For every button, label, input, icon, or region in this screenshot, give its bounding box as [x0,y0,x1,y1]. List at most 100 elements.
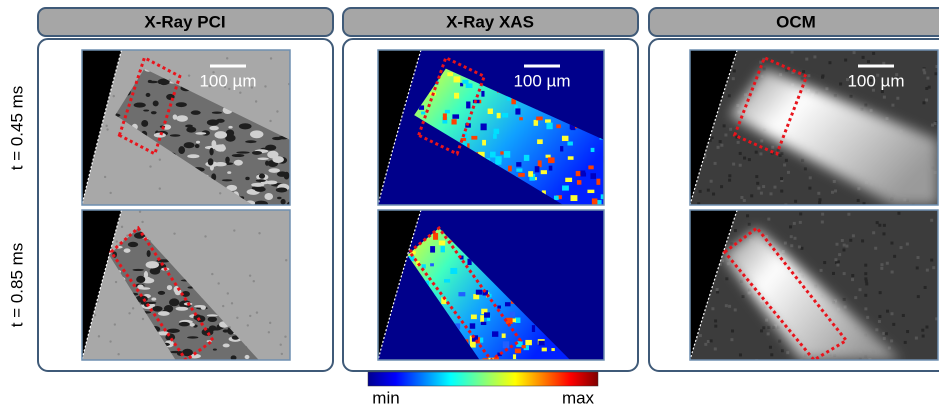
noise [917,295,920,298]
noise [825,87,828,90]
noise [870,109,873,112]
noise [704,343,707,346]
noise [771,146,774,149]
noise [852,234,855,237]
texture-blob [447,72,453,76]
noise [851,274,854,277]
figure: X-Ray PCI X-Ray XAS OCM t = 0.45 ms t = … [0,0,939,410]
noise [879,291,882,294]
noise [716,288,719,291]
noise [922,101,925,104]
texture-blob [532,325,535,332]
scale-bar-label: 100 µm [847,71,904,90]
noise [728,305,731,308]
texture-blob [124,248,131,252]
noise [832,272,835,275]
texture-blob [570,195,577,201]
texture-blob [150,268,161,275]
noise [924,286,927,289]
noise [105,125,107,127]
noise [807,74,810,77]
texture-blob [214,162,226,166]
noise [818,201,821,204]
noise [728,174,731,177]
image [690,210,939,363]
texture-blob [518,173,525,177]
noise [900,246,903,249]
texture-blob [516,168,522,171]
texture-blob [170,134,181,137]
texture-blob [481,124,487,131]
texture-blob [546,155,551,158]
noise [834,94,837,97]
noise [926,269,929,272]
texture-blob [232,154,245,157]
texture-blob [195,144,200,148]
texture-blob [266,180,277,184]
noise [880,263,883,266]
texture-blob [494,129,500,134]
noise [239,91,241,93]
noise [859,288,862,291]
noise [699,190,702,193]
noise [886,310,889,313]
noise [922,335,925,338]
texture-blob [480,315,484,322]
noise [707,189,710,192]
texture-blob [452,114,459,118]
texture-blob [536,117,542,121]
texture-blob [587,190,594,193]
noise [813,55,816,58]
texture-blob [482,140,486,146]
texture-blob [148,81,158,84]
noise [141,221,143,223]
noise [204,235,206,237]
texture-blob [176,307,189,311]
texture-blob [245,177,249,180]
noise [828,61,831,64]
noise [864,272,867,275]
texture-blob [541,170,547,174]
colorbar-min: min [372,388,399,407]
noise [759,152,762,155]
texture-blob [535,166,540,172]
texture-blob [257,157,268,160]
noise [728,94,731,97]
noise [844,59,847,62]
panel-title: X-Ray XAS [446,12,534,31]
texture-blob [513,354,516,359]
noise [773,186,776,189]
noise [755,175,758,178]
noise [106,128,108,130]
noise [885,332,888,335]
image [77,47,293,208]
noise [226,57,228,59]
texture-blob [519,117,523,120]
texture-blob [537,139,543,144]
texture-blob [441,246,445,252]
noise [109,340,111,342]
noise [765,319,768,322]
noise [867,60,870,63]
noise [94,314,96,316]
texture-blob [490,152,496,158]
noise [737,141,740,144]
noise [113,95,115,97]
image [378,210,608,367]
noise [732,77,735,80]
texture-blob [502,113,508,118]
texture-blob [473,294,479,299]
texture-blob [525,340,532,345]
texture-blob [462,80,468,84]
texture-blob [272,137,282,140]
noise [930,219,933,222]
noise [934,72,937,75]
noise [258,232,260,234]
noise [721,259,724,262]
texture-blob [466,83,473,88]
noise [862,56,865,59]
texture-blob [493,134,497,139]
texture-blob [548,157,555,163]
noise [750,194,753,197]
texture-blob [497,113,501,118]
